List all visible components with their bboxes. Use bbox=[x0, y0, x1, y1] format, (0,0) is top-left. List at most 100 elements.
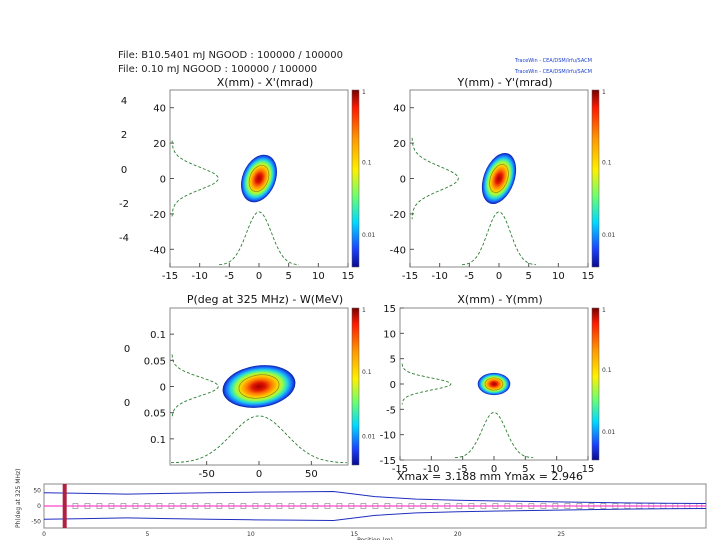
plot-title: Y(mm) - Y'(mrad) bbox=[457, 76, 553, 89]
x-tick-label: 5 bbox=[522, 464, 528, 475]
x-tick-label: 10 bbox=[312, 271, 325, 282]
colorbar-label: 1 bbox=[602, 307, 606, 314]
colorbar-label: 0.01 bbox=[362, 232, 376, 239]
y-tick-label: 5 bbox=[390, 355, 396, 366]
colorbar bbox=[351, 89, 360, 268]
stray-label-0c: 0 bbox=[124, 398, 130, 409]
y-tick-label: -10 bbox=[380, 431, 396, 442]
y-projection-curve bbox=[171, 354, 219, 419]
y-tick-label: 0 bbox=[160, 383, 166, 394]
x-projection-curve bbox=[461, 211, 537, 266]
x-tick-label: -5 bbox=[224, 271, 234, 282]
strip-x-tick: 10 bbox=[247, 531, 255, 538]
colorbar bbox=[591, 89, 600, 268]
colorbar bbox=[351, 307, 360, 466]
x-tick-label: 15 bbox=[342, 271, 355, 282]
y-projection-curve bbox=[401, 363, 452, 405]
strip-x-tick: 15 bbox=[350, 531, 358, 538]
stray-label-4: 4 bbox=[121, 96, 127, 107]
x-tick-label: -50 bbox=[198, 469, 214, 480]
colorbar-label: 0.01 bbox=[602, 232, 616, 239]
y-tick-label: 15 bbox=[383, 304, 396, 315]
colorbar-label: 1 bbox=[362, 89, 366, 96]
y-tick-label: 0 bbox=[160, 175, 166, 186]
y-tick-label: 20 bbox=[393, 139, 406, 150]
stray-label-0: 0 bbox=[121, 165, 127, 176]
phase-space-plot-4: X(mm) - Y(mm) -15 -10 -5 0 5 10 15 15 10 5 0 -5 -10 -1… bbox=[380, 293, 616, 483]
y-tick-label: 40 bbox=[153, 104, 166, 115]
x-projection-curve bbox=[219, 211, 299, 266]
tracewin-credit-1: TraceWin - CEA/DSM/Irfu/SACM bbox=[514, 58, 592, 64]
x-tick-label: 10 bbox=[550, 464, 563, 475]
x-projection-curve bbox=[454, 411, 534, 459]
colorbar-label: 1 bbox=[362, 307, 366, 314]
beam-density-blob bbox=[477, 372, 511, 396]
colorbar bbox=[591, 307, 600, 461]
stray-label-neg4: -4 bbox=[119, 233, 129, 244]
colorbar-label: 0.01 bbox=[362, 433, 376, 440]
x-tick-label: 15 bbox=[582, 271, 595, 282]
file-line-2: File: 0.10 mJ NGOOD : 100000 / 100000 bbox=[118, 64, 317, 75]
beam-density-blob bbox=[241, 154, 277, 203]
x-tick-label: 50 bbox=[305, 469, 318, 480]
y-tick-label: 10 bbox=[383, 329, 396, 340]
x-tick-label: 5 bbox=[525, 271, 531, 282]
y-projection-curve bbox=[171, 140, 219, 217]
y-tick-label: 0.05 bbox=[144, 409, 166, 420]
x-tick-label: -15 bbox=[162, 271, 178, 282]
y-tick-label: 0.05 bbox=[144, 356, 166, 367]
x-tick-label: 0 bbox=[496, 271, 502, 282]
y-tick-label: -40 bbox=[150, 245, 166, 256]
y-tick-label: 0.1 bbox=[150, 330, 166, 341]
x-tick-label: 0 bbox=[256, 469, 262, 480]
x-tick-label: -15 bbox=[392, 464, 408, 475]
colorbar-label: 1 bbox=[602, 89, 606, 96]
strip-y-tick: 50 bbox=[33, 487, 41, 494]
y-tick-label: 0 bbox=[400, 175, 406, 186]
x-tick-label: 5 bbox=[285, 271, 291, 282]
strip-y-tick: -50 bbox=[31, 519, 41, 526]
beam-density-blob bbox=[222, 365, 296, 408]
strip-y-tick: 0 bbox=[37, 503, 41, 510]
colorbar-label: 0.1 bbox=[602, 159, 612, 166]
x-tick-label: -10 bbox=[191, 271, 207, 282]
beam-contour bbox=[248, 165, 270, 192]
strip-x-tick: 0 bbox=[42, 531, 46, 538]
beam-contour bbox=[489, 164, 509, 193]
phase-space-plot-1: X(mm) - X'(mrad) -15 -10 -5 0 5 10 15 40 20 0 -20 -4… bbox=[150, 76, 376, 282]
y-projection-curve bbox=[411, 137, 459, 220]
phase-space-plot-2: Y(mm) - Y'(mrad) -15 -10 -5 0 5 10 15 40 20 0 -20 -4… bbox=[390, 76, 616, 282]
file-line-1: File: B10.5401 mJ NGOOD : 100000 / 10000… bbox=[118, 50, 343, 61]
y-tick-label: 40 bbox=[393, 104, 406, 115]
x-tick-label: -5 bbox=[458, 464, 468, 475]
y-tick-label: 20 bbox=[153, 139, 166, 150]
y-tick-label: -15 bbox=[380, 456, 396, 467]
beam-density-blob bbox=[481, 152, 517, 205]
strip-y-label: Ph(deg at 325 MHz) bbox=[15, 469, 22, 528]
x-tick-label: 10 bbox=[552, 271, 565, 282]
strip-x-tick: 5 bbox=[146, 531, 150, 538]
x-tick-label: -15 bbox=[402, 271, 418, 282]
stray-label-0b: 0 bbox=[124, 344, 130, 355]
envelope-lower-envelope bbox=[43, 508, 707, 522]
colorbar-label: 0.1 bbox=[362, 369, 372, 376]
position-marker bbox=[62, 484, 67, 528]
beam-contour bbox=[484, 377, 504, 391]
phase-space-plot-3: P(deg at 325 MHz) - W(MeV) -50 0 50 0.1 0.05 0… bbox=[144, 293, 376, 480]
plot-title: X(mm) - X'(mrad) bbox=[217, 76, 314, 89]
y-tick-label: 0.1 bbox=[150, 435, 166, 446]
y-tick-label: -20 bbox=[150, 210, 166, 221]
colorbar-label: 0.1 bbox=[362, 159, 372, 166]
strip-x-tick: 25 bbox=[557, 531, 565, 538]
y-tick-label: -40 bbox=[390, 245, 406, 256]
plot-title: X(mm) - Y(mm) bbox=[457, 293, 542, 306]
y-tick-label: -5 bbox=[386, 405, 396, 416]
x-tick-label: -5 bbox=[464, 271, 474, 282]
y-tick-label: 0 bbox=[390, 380, 396, 391]
strip-x-tick: 20 bbox=[454, 531, 462, 538]
stray-label-2: 2 bbox=[121, 130, 127, 141]
colorbar-label: 0.1 bbox=[602, 367, 612, 374]
x-projection-curve bbox=[170, 415, 348, 464]
beam-contour bbox=[238, 374, 280, 399]
x-tick-label: 0 bbox=[491, 464, 497, 475]
